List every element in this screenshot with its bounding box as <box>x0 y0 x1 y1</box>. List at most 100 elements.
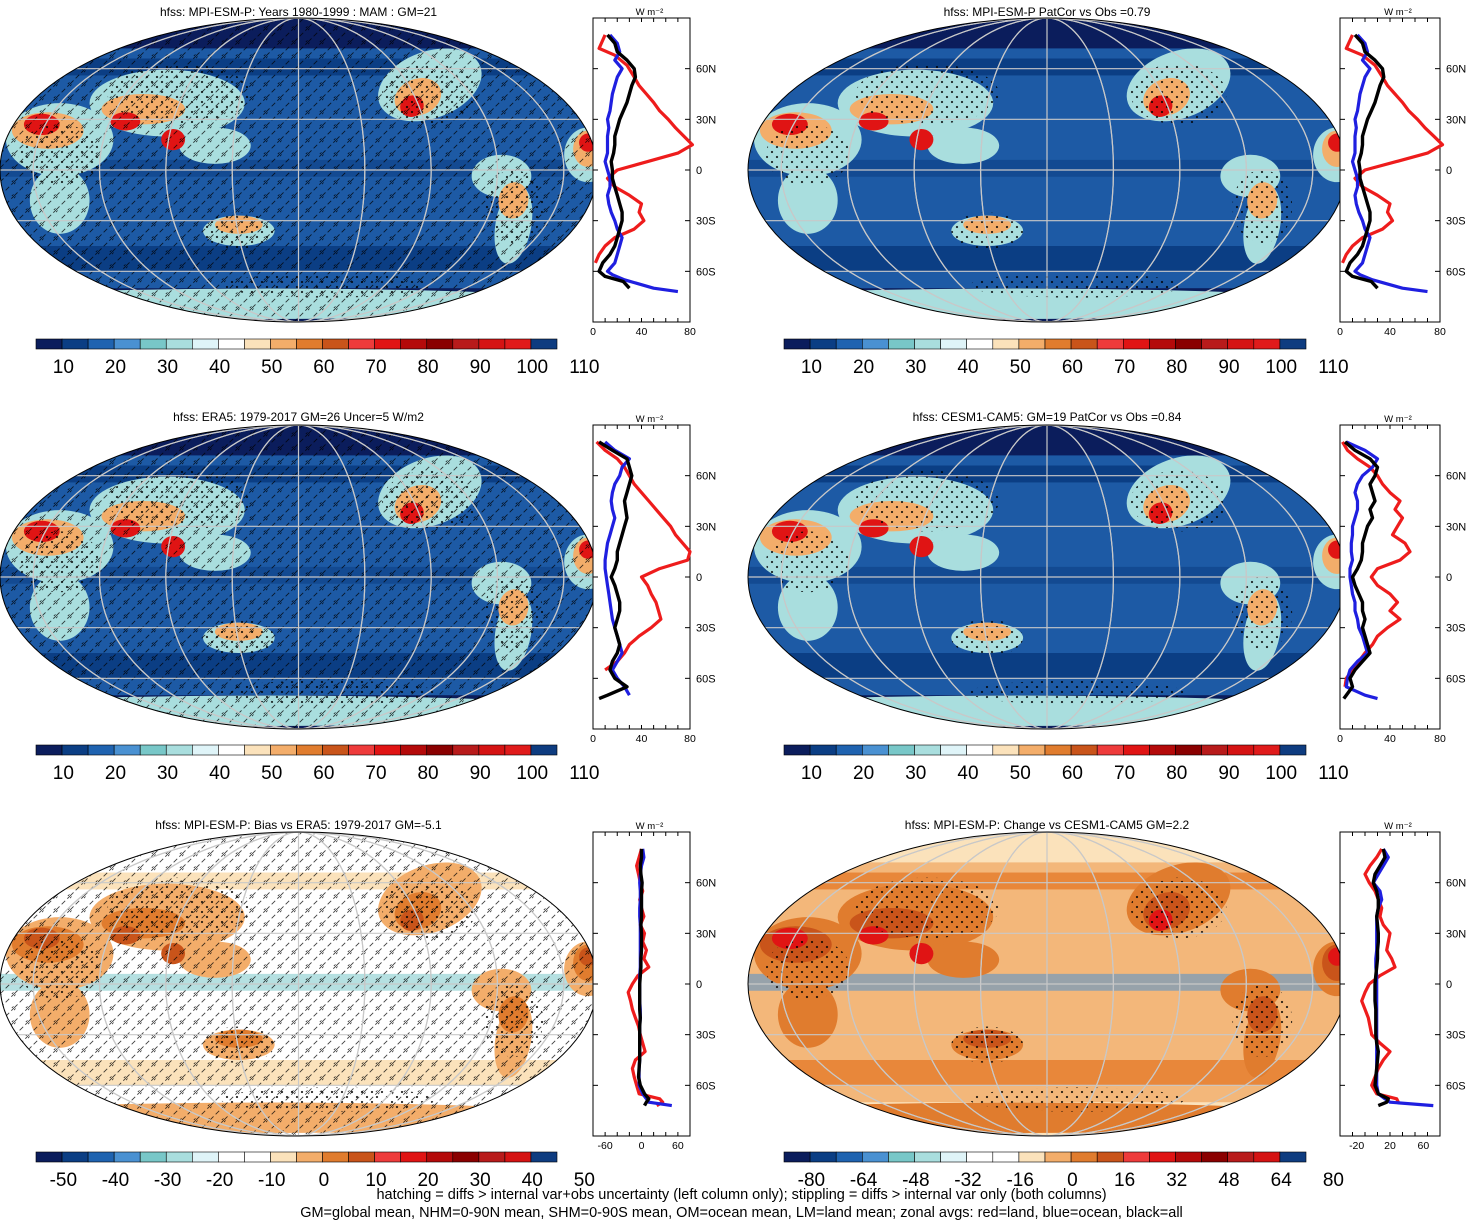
zonal-lat-label: 0 <box>1446 979 1452 991</box>
stippling-overlay <box>951 1026 1024 1064</box>
graticule-meridian <box>780 425 1314 729</box>
zonal-lat-label: 60S <box>1446 1080 1466 1092</box>
panel-ref_model: hfss: CESM1-CAM5: GM=19 PatCor vs Obs =0… <box>747 410 1466 784</box>
colorbar-swatch <box>270 1151 297 1163</box>
colorbar-swatch <box>914 1151 941 1163</box>
colorbar-swatch <box>1201 744 1228 756</box>
map-field <box>0 18 597 322</box>
stippling-overlay <box>1232 170 1293 243</box>
colorbar-label: 100 <box>1265 357 1297 378</box>
graticule-meridian <box>780 832 1314 1136</box>
colorbar-swatch <box>504 744 532 756</box>
colorbar-label: 10 <box>365 1170 386 1191</box>
hot-spot <box>909 535 934 558</box>
panel-title: hfss: MPI-ESM-P: Years 1980-1999 : MAM :… <box>160 5 437 19</box>
zonal-series-all <box>598 440 634 701</box>
colorbar-swatch <box>504 338 532 350</box>
graticule-meridian <box>847 18 1247 322</box>
colorbar-label: 80 <box>417 763 438 784</box>
colorbar-swatch <box>400 338 428 350</box>
zonal-value-label: 40 <box>1384 326 1396 338</box>
stippling-overlay <box>483 984 544 1057</box>
colorbar-swatch <box>940 744 967 756</box>
colorbar-label: 30 <box>157 357 178 378</box>
colorbar-swatch <box>61 1151 89 1163</box>
graticule-meridian <box>98 18 499 322</box>
colorbar-label: 40 <box>957 763 978 784</box>
colorbar-swatch <box>426 338 454 350</box>
colorbar-swatch <box>139 338 167 350</box>
stippling-overlay <box>1130 63 1227 125</box>
stippling-overlay <box>969 680 1185 705</box>
zonal-series-ocean <box>603 440 632 697</box>
colorbar-label: 30 <box>905 357 926 378</box>
colorbar-label: 90 <box>1218 763 1239 784</box>
zonal-lat-label: 60N <box>696 878 716 890</box>
zonal-lat-label: 30S <box>1446 623 1466 635</box>
colorbar-swatch <box>322 1151 349 1163</box>
colorbar-swatch <box>61 744 89 756</box>
colorbar-swatch <box>113 1151 141 1163</box>
colorbar-label: 80 <box>1323 1170 1344 1191</box>
colorbar-label: 100 <box>516 357 548 378</box>
zonal-lat-label: 60S <box>696 266 716 278</box>
colorbar-swatch <box>861 1151 889 1163</box>
colorbar-swatch <box>1123 1151 1150 1163</box>
stippling-overlay <box>951 212 1024 250</box>
footnote-line-2: GM=global mean, NHM=0-90N mean, SHM=0-90… <box>300 1205 1183 1221</box>
colorbar-label: 70 <box>365 763 386 784</box>
colorbar-label: 60 <box>1062 357 1083 378</box>
stippling-overlay <box>107 63 251 125</box>
zonal-lat-label: 60N <box>696 471 716 483</box>
landmass <box>777 980 838 1048</box>
colorbar-swatch <box>966 1151 994 1163</box>
colorbar-label: 60 <box>313 763 334 784</box>
map-field <box>0 832 597 1136</box>
colorbar-swatch <box>992 338 1020 350</box>
graticule-meridian <box>780 18 1314 322</box>
graticule-meridian <box>913 18 1181 322</box>
colorbar-label: -50 <box>50 1170 77 1191</box>
colorbar-label: 50 <box>1010 357 1031 378</box>
zonal-value-label: 80 <box>684 733 696 745</box>
colorbar-label: 40 <box>209 357 230 378</box>
colorbar-label: 70 <box>365 357 386 378</box>
zonal-value-label: 80 <box>684 326 696 338</box>
hot-spot <box>909 942 934 965</box>
stippling-overlay <box>382 877 478 939</box>
zonal-lat-label: 30N <box>696 928 716 940</box>
panel-title: hfss: MPI-ESM-P PatCor vs Obs =0.79 <box>944 5 1151 19</box>
colorbar-swatch <box>452 338 480 350</box>
zonal-value-label: -20 <box>1349 1140 1364 1152</box>
colorbar-swatch <box>322 744 349 756</box>
zonal-series-land <box>1341 441 1412 688</box>
colorbar-swatch <box>940 338 967 350</box>
colorbar-swatch <box>966 744 994 756</box>
colorbar-swatch <box>374 744 401 756</box>
colorbar-swatch <box>861 338 889 350</box>
colorbar-swatch <box>783 744 811 756</box>
panel-model_patcor: hfss: MPI-ESM-P PatCor vs Obs =0.79 60N 30… <box>747 5 1466 378</box>
colorbar-label: -64 <box>850 1170 878 1191</box>
colorbar-label: 90 <box>1218 357 1239 378</box>
colorbar-swatch <box>1175 338 1202 350</box>
graticule-meridian <box>98 832 499 1136</box>
stippling-overlay <box>765 531 850 593</box>
colorbar-label: 50 <box>1010 763 1031 784</box>
stippling-overlay <box>382 470 478 532</box>
map-field <box>0 425 597 729</box>
panel-bias: hfss: MPI-ESM-P: Bias vs ERA5: 1979-2017… <box>0 818 716 1191</box>
colorbar-label: 10 <box>801 357 822 378</box>
colorbar-swatch <box>1279 338 1307 350</box>
zonal-lat-label: 0 <box>696 165 702 177</box>
colorbar-swatch <box>530 744 558 756</box>
stippling-overlay <box>17 938 102 1000</box>
zonal-unit-label: W m⁻² <box>636 414 664 425</box>
zonal-lat-label: 60S <box>1446 673 1466 685</box>
hot-spot <box>909 128 934 151</box>
zonal-series-all <box>1342 440 1380 700</box>
colorbar-swatch <box>165 744 193 756</box>
zonal-unit-label: W m⁻² <box>636 7 664 18</box>
colorbar-swatch <box>1044 744 1072 756</box>
colorbar-label: 30 <box>157 763 178 784</box>
